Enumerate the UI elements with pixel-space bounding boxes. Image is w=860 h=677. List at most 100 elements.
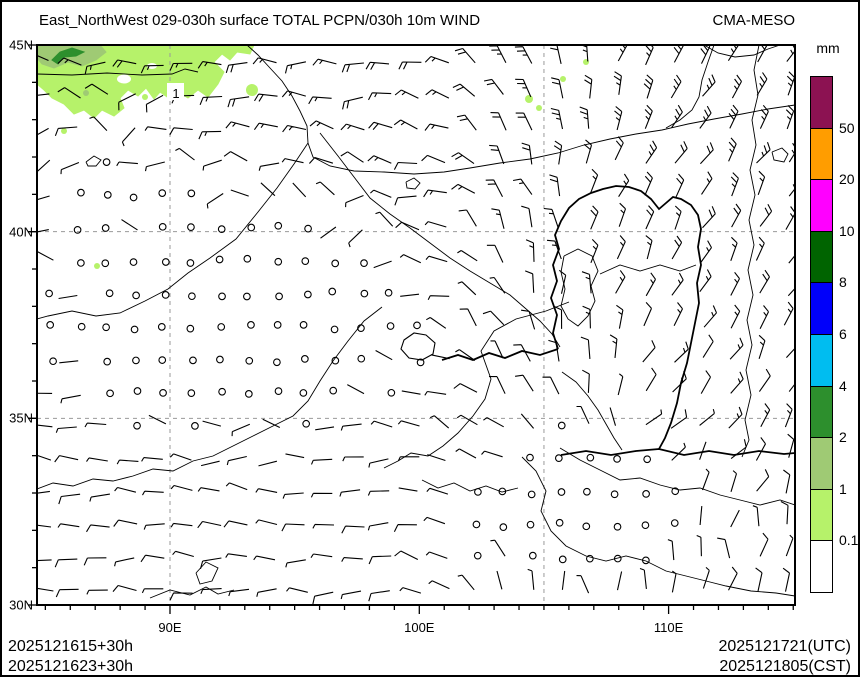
wind-barb — [486, 244, 504, 263]
wind-barb — [144, 126, 167, 131]
wind-barb — [225, 62, 248, 74]
wind-barb — [644, 171, 653, 196]
calm-wind-circle — [274, 257, 283, 266]
wind-barb — [756, 72, 768, 96]
wind-barb — [667, 539, 675, 561]
calm-wind-circle — [610, 490, 619, 499]
calm-wind-circle — [161, 291, 170, 299]
wind-barb — [490, 112, 507, 131]
wind-barb — [315, 426, 335, 431]
wind-barb — [580, 45, 589, 62]
river-yellow — [441, 348, 559, 361]
wind-barb — [172, 550, 194, 558]
calm-wind-circle — [328, 287, 337, 296]
wind-barb — [645, 367, 657, 392]
wind-barb — [197, 520, 222, 529]
wind-barb — [112, 59, 137, 68]
wind-barb — [58, 493, 81, 505]
colorbar-segment — [810, 76, 833, 129]
wind-barb — [759, 104, 769, 129]
wind-barb — [169, 592, 193, 601]
wind-barb — [675, 173, 685, 198]
wind-barb — [260, 182, 276, 197]
lon-label-110E: 110E — [653, 620, 684, 635]
calm-wind-circle — [273, 321, 282, 329]
calm-wind-circle — [555, 518, 564, 527]
wind-barb — [455, 349, 476, 361]
wind-barb — [483, 417, 504, 428]
wind-barb — [225, 553, 247, 558]
wind-barb — [786, 71, 795, 96]
wind-barb — [59, 360, 79, 364]
wind-barb — [368, 458, 389, 468]
calm-wind-circle — [188, 292, 196, 301]
colorbar-segment — [810, 282, 833, 335]
wind-barb — [37, 490, 50, 494]
precip-speck — [536, 105, 542, 111]
calm-wind-circle — [613, 522, 622, 531]
wind-barb — [558, 269, 567, 294]
valid-time-utc: 2025121721(UTC) — [718, 638, 851, 655]
calm-wind-circle — [103, 190, 112, 199]
wind-barb — [341, 557, 363, 562]
wind-barb — [525, 270, 535, 293]
wind-barb — [457, 250, 478, 262]
wind-barb — [37, 559, 52, 562]
calm-wind-circle — [186, 259, 195, 267]
precip-speck — [525, 95, 533, 103]
wind-barb — [582, 305, 591, 329]
wind-barb — [783, 301, 794, 326]
admin-border — [521, 456, 795, 597]
chart-title: East_NorthWest 029-030h surface TOTAL PC… — [39, 12, 481, 29]
model-name-label: CMA-MESO — [712, 12, 796, 29]
wind-barb — [424, 55, 449, 64]
wind-barb — [54, 126, 78, 136]
calm-wind-circle — [159, 389, 167, 397]
valid-time-block: 2025121721(UTC) 2025121805(CST) — [718, 637, 851, 675]
wind-barb — [548, 339, 560, 362]
wind-barb — [169, 453, 192, 461]
wind-barb — [580, 336, 591, 359]
wind-barb — [579, 106, 590, 129]
wind-barb — [230, 189, 249, 197]
wind-barb — [57, 57, 82, 66]
wind-barb — [696, 534, 702, 557]
precip-speck — [61, 128, 67, 134]
calm-wind-circle — [586, 453, 595, 462]
wind-barb — [375, 211, 394, 227]
wind-barb — [670, 409, 688, 429]
wind-barb — [86, 457, 108, 462]
wind-barb — [310, 553, 333, 558]
calm-wind-circle — [384, 288, 393, 297]
calm-wind-circle — [499, 523, 508, 532]
calm-wind-circle — [357, 354, 366, 363]
wind-barb — [421, 154, 446, 164]
wind-barb — [780, 501, 789, 525]
wind-barb — [759, 305, 769, 330]
wind-barb — [170, 522, 193, 528]
wind-barb — [169, 62, 193, 71]
wind-barb — [348, 229, 363, 248]
wind-barb — [785, 534, 794, 557]
wind-barb — [755, 236, 765, 261]
calm-wind-circle — [189, 356, 197, 365]
wind-barb — [398, 61, 422, 70]
lat-label-40N: 40N — [9, 224, 33, 240]
wind-barb — [394, 89, 419, 99]
calm-wind-circle — [331, 259, 340, 268]
wind-barb — [423, 189, 447, 198]
wind-barb — [255, 488, 278, 493]
colorbar-tick-label: 50 — [839, 119, 855, 136]
wind-barb — [142, 490, 164, 496]
precip-speck — [560, 76, 566, 82]
calm-wind-circle — [299, 389, 308, 397]
wind-barb — [393, 119, 418, 130]
calm-wind-circle — [77, 322, 86, 331]
wind-barb — [699, 441, 707, 460]
wind-barb — [452, 83, 476, 97]
wind-barb — [785, 206, 795, 230]
wind-barb — [583, 139, 593, 164]
wind-barb — [456, 114, 477, 131]
colorbar-segment — [810, 540, 833, 593]
